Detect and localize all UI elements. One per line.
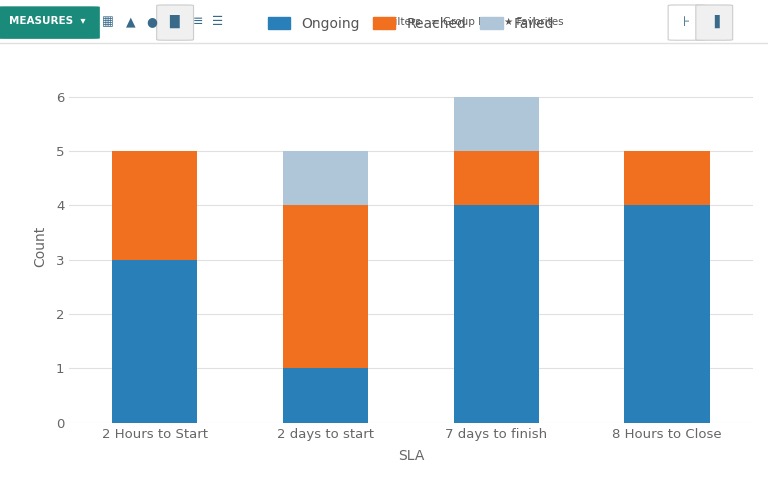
Text: ▦: ▦ xyxy=(101,15,114,28)
FancyBboxPatch shape xyxy=(157,5,194,40)
X-axis label: SLA: SLA xyxy=(398,449,424,463)
Text: ≡: ≡ xyxy=(193,15,204,28)
Y-axis label: Count: Count xyxy=(34,226,48,267)
Bar xyxy=(283,368,368,423)
Bar xyxy=(624,151,710,206)
Bar xyxy=(283,206,368,368)
Text: ▲: ▲ xyxy=(126,15,135,28)
Text: █: █ xyxy=(169,15,178,28)
Text: ▼ Filters: ▼ Filters xyxy=(378,17,421,27)
Bar xyxy=(454,151,539,206)
Text: ⊦: ⊦ xyxy=(683,15,690,29)
Legend: Ongoing, Reached, Failed: Ongoing, Reached, Failed xyxy=(263,13,558,35)
Text: ▐: ▐ xyxy=(710,15,719,28)
Bar xyxy=(454,97,539,151)
FancyBboxPatch shape xyxy=(0,6,100,39)
Text: ☰: ☰ xyxy=(212,15,223,28)
Text: MEASURES  ▾: MEASURES ▾ xyxy=(9,16,86,26)
FancyBboxPatch shape xyxy=(696,5,733,40)
Bar xyxy=(112,260,197,423)
Bar xyxy=(454,206,539,423)
FancyBboxPatch shape xyxy=(668,5,705,40)
Bar xyxy=(283,151,368,206)
Text: ≡ Group By: ≡ Group By xyxy=(431,17,491,27)
Bar xyxy=(624,206,710,423)
Text: ★ Favorites: ★ Favorites xyxy=(504,17,564,27)
Text: ●: ● xyxy=(147,15,157,28)
Bar xyxy=(112,151,197,260)
